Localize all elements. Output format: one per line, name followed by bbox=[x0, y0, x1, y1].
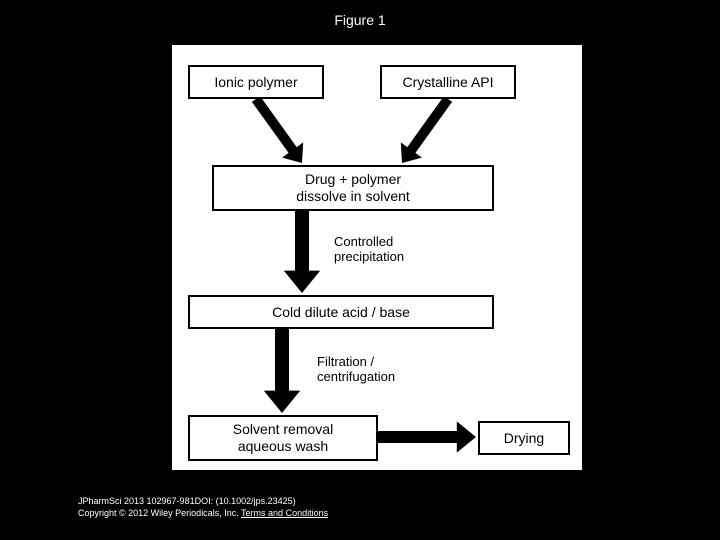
citation-copyright: Copyright © 2012 Wiley Periodicals, Inc. bbox=[78, 508, 241, 518]
flowchart-node-n5: Solvent removalaqueous wash bbox=[188, 415, 378, 461]
terms-and-conditions-link[interactable]: Terms and Conditions bbox=[241, 508, 328, 518]
figure-title: Figure 1 bbox=[0, 0, 720, 28]
flowchart-arrow bbox=[401, 96, 452, 163]
flowchart-node-n3: Drug + polymerdissolve in solvent bbox=[212, 165, 494, 211]
citation-line1: JPharmSci 2013 102967-981DOI: (10.1002/j… bbox=[78, 495, 328, 508]
flowchart-arrow bbox=[264, 329, 300, 413]
flowchart-node-n4: Cold dilute acid / base bbox=[188, 295, 494, 329]
flowchart-node-n2: Crystalline API bbox=[380, 65, 516, 99]
flowchart-node-n1: Ionic polymer bbox=[188, 65, 324, 99]
flowchart-arrow bbox=[284, 211, 320, 293]
flowchart-diagram: Ionic polymer Crystalline API Drug + polym… bbox=[172, 45, 582, 470]
flowchart-edge-label: Filtration /centrifugation bbox=[317, 355, 395, 385]
flowchart-arrow bbox=[252, 96, 303, 163]
flowchart-arrow bbox=[378, 421, 476, 452]
citation-block: JPharmSci 2013 102967-981DOI: (10.1002/j… bbox=[78, 495, 328, 520]
citation-line2: Copyright © 2012 Wiley Periodicals, Inc.… bbox=[78, 507, 328, 520]
flowchart-node-n6: Drying bbox=[478, 421, 570, 455]
flowchart-edge-label: Controlledprecipitation bbox=[334, 235, 404, 265]
